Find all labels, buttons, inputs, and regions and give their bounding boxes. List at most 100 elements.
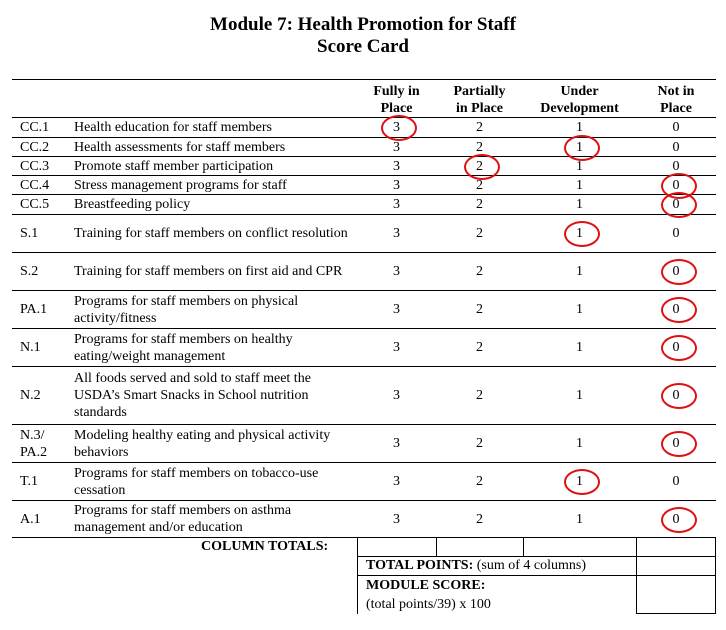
selected-score: 1 [564,221,600,247]
score-option[interactable]: 0 [636,367,716,425]
score-option[interactable]: 1 [523,463,636,501]
score-option[interactable]: 3 [357,157,436,176]
score-option[interactable]: 3 [357,291,436,329]
header-not: Not in Place [657,84,695,116]
selected-score: 0 [660,383,697,409]
total-points-box[interactable] [636,556,716,576]
item-code: N.2 [20,388,41,403]
selected-score: 0 [660,259,697,285]
score-option[interactable]: 3 [357,367,436,425]
score-option[interactable]: 2 [436,501,523,538]
score-option[interactable]: 1 [523,253,636,291]
score-option[interactable]: 0 [636,192,716,218]
score-option[interactable]: 2 [436,329,523,367]
score-option[interactable]: 0 [636,138,716,157]
score-value: 1 [576,340,583,355]
score-option[interactable]: 1 [523,291,636,329]
score-option[interactable]: 1 [523,329,636,367]
score-option[interactable]: 1 [523,157,636,176]
table-row: N.3/ PA.2 Modeling healthy eating and phy… [12,424,716,463]
score-value: 1 [576,436,583,451]
score-option[interactable]: 3 [357,138,436,157]
score-option[interactable]: 2 [436,463,523,501]
score-value: 0 [672,139,680,155]
score-option[interactable]: 2 [436,291,523,329]
table-row: T.1 Programs for staff members on tobacco… [12,462,716,501]
score-option[interactable]: 0 [636,501,716,538]
score-value: 2 [476,177,483,193]
score-option[interactable]: 1 [523,425,636,463]
item-description: Training for staff members on conflict r… [74,226,348,241]
score-option[interactable]: 2 [436,425,523,463]
total-under[interactable] [523,537,637,557]
score-value: 3 [393,511,400,527]
score-option[interactable]: 2 [436,195,523,215]
selected-score: 0 [660,431,697,457]
score-option[interactable]: 3 [357,176,436,195]
item-description: Breastfeeding policy [74,197,191,212]
score-option[interactable]: 3 [357,501,436,538]
module-score-box[interactable] [636,575,716,614]
score-option[interactable]: 2 [436,215,523,253]
module-score-label: MODULE SCORE: [366,578,486,593]
table-row: A.1 Programs for staff members on asthma … [12,500,716,538]
header-under: Under Development [540,84,619,116]
table-row: PA.1 Programs for staff members on physic… [12,290,716,329]
score-option[interactable]: 0 [636,463,716,501]
header-fully: Fully in Place [373,84,420,116]
score-value: 1 [576,388,583,403]
score-option[interactable]: 2 [436,176,523,195]
score-option[interactable]: 0 [636,215,716,253]
score-option[interactable]: 2 [436,253,523,291]
score-value: 2 [476,139,483,155]
selected-score: 1 [564,134,600,161]
score-option[interactable]: 3 [357,215,436,253]
score-option[interactable]: 2 [436,153,523,180]
score-option[interactable]: 0 [636,329,716,367]
item-description: Health assessments for staff members [74,139,286,155]
score-option[interactable]: 1 [523,215,636,253]
score-value: 3 [393,158,400,174]
score-option[interactable]: 3 [357,329,436,367]
score-option[interactable]: 0 [636,157,716,176]
page-title: Module 7: Health Promotion for Staff Sco… [210,14,516,57]
score-value: 0 [672,226,680,241]
item-description: Health education for staff members [74,120,273,135]
score-option[interactable]: 1 [523,501,636,538]
score-option[interactable]: 0 [636,291,716,329]
score-option[interactable]: 1 [523,176,636,195]
score-value: 2 [476,302,483,317]
score-option[interactable]: 2 [436,138,523,157]
score-option[interactable]: 2 [436,118,523,138]
score-option[interactable]: 3 [357,463,436,501]
total-partially[interactable] [436,537,524,557]
total-fully[interactable] [357,537,437,557]
score-option[interactable]: 1 [523,367,636,425]
module-score-formula: (total points/39) x 100 [366,597,491,612]
score-option[interactable]: 1 [523,134,636,161]
total-not[interactable] [636,537,716,557]
score-option[interactable]: 0 [636,425,716,463]
score-option[interactable]: 3 [357,115,436,141]
score-value: 3 [393,226,400,241]
header-partially: Partially in Place [453,84,506,116]
score-option[interactable]: 3 [357,425,436,463]
score-option[interactable]: 2 [436,367,523,425]
table-row: CC.1 Health education for staff members 3 2… [12,115,716,141]
score-option[interactable]: 0 [636,253,716,291]
score-value: 1 [576,120,583,135]
score-value: 2 [476,511,483,527]
score-option[interactable]: 3 [357,195,436,215]
score-value: 2 [476,340,483,355]
item-description: Promote staff member participation [74,158,274,174]
score-value: 3 [393,197,400,212]
score-value: 1 [576,158,583,174]
item-code: CC.4 [20,177,50,193]
score-option[interactable]: 0 [636,118,716,138]
score-value: 3 [393,264,400,279]
score-option[interactable]: 3 [357,253,436,291]
score-value: 1 [576,177,583,193]
item-code: CC.5 [20,197,50,212]
score-option[interactable]: 1 [523,195,636,215]
score-option[interactable]: 1 [523,118,636,138]
